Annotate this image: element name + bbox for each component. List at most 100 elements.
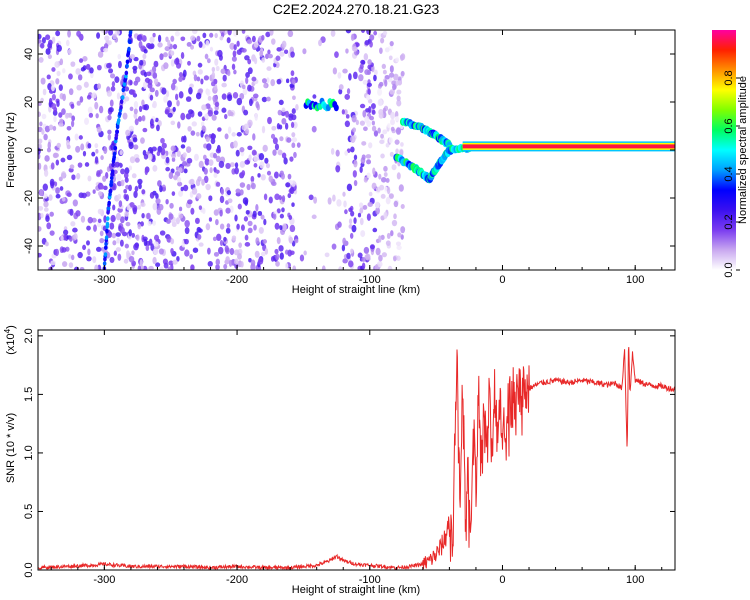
noise-blob: [274, 248, 279, 255]
noise-blob: [138, 183, 142, 190]
noise-blob: [148, 265, 154, 270]
noise-blob: [271, 38, 276, 45]
noise-blob: [40, 77, 46, 85]
noise-blob: [371, 109, 376, 115]
noise-blob: [153, 234, 160, 241]
noise-blob: [344, 209, 348, 215]
noise-blob: [133, 101, 139, 109]
noise-blob: [180, 144, 186, 149]
noise-blob: [215, 219, 219, 226]
noise-blob: [350, 33, 355, 42]
noise-blob: [40, 213, 44, 219]
noise-blob: [196, 35, 201, 42]
noise-blob: [367, 88, 371, 96]
noise-blob: [398, 184, 404, 192]
noise-blob: [359, 202, 364, 209]
noise-blob: [143, 103, 150, 111]
noise-blob: [213, 152, 217, 159]
noise-blob: [260, 174, 266, 181]
snr-x-ticks: -300 -200 -100 0 100: [50, 330, 663, 586]
noise-blob: [232, 92, 239, 99]
noise-blob: [147, 221, 152, 227]
noise-blob: [38, 57, 44, 63]
noise-blob: [198, 88, 204, 94]
noise-blob: [104, 35, 110, 41]
x-tick-label: 100: [626, 574, 644, 586]
noise-blob: [165, 218, 171, 224]
noise-blob: [188, 109, 194, 115]
noise-blob: [134, 118, 139, 126]
noise-blob: [384, 74, 390, 80]
noise-blob: [233, 140, 238, 148]
noise-blob: [366, 159, 372, 165]
noise-blob: [82, 244, 87, 251]
colorbar-tick-label: 0.6: [723, 118, 735, 133]
noise-blob: [124, 211, 130, 217]
noise-blob: [95, 148, 99, 154]
noise-blob: [269, 30, 274, 36]
noise-blob: [341, 109, 345, 115]
noise-blob: [388, 193, 394, 199]
noise-blob: [66, 144, 71, 150]
noise-blob: [144, 77, 151, 84]
noise-blob: [198, 242, 204, 247]
noise-blob: [396, 172, 401, 180]
noise-blob: [311, 214, 317, 220]
noise-blob: [178, 91, 184, 99]
noise-blob: [294, 238, 299, 244]
noise-blob: [62, 93, 66, 102]
noise-blob: [54, 248, 59, 257]
noise-blob: [131, 173, 137, 179]
noise-blob: [156, 124, 160, 132]
noise-blob: [128, 229, 132, 237]
noise-blob: [94, 156, 99, 164]
noise-blob: [248, 258, 252, 263]
noise-blob: [94, 143, 99, 149]
noise-blob: [351, 224, 357, 233]
noise-blob: [161, 142, 167, 149]
noise-blob: [214, 101, 220, 108]
noise-blob: [43, 193, 48, 199]
noise-blob: [56, 100, 60, 107]
noise-blob: [41, 113, 47, 120]
noise-blob: [112, 240, 117, 246]
noise-blob: [58, 112, 63, 118]
noise-blob: [155, 117, 159, 123]
noise-blob: [207, 261, 213, 267]
noise-blob: [184, 227, 190, 235]
noise-blob: [281, 207, 285, 213]
noise-blob: [175, 217, 180, 225]
noise-blob: [51, 84, 55, 92]
noise-blob: [71, 120, 75, 128]
noise-blob: [228, 259, 233, 267]
noise-blob: [237, 203, 242, 210]
noise-blob: [391, 164, 397, 171]
noise-blob: [247, 67, 253, 75]
noise-blob: [312, 94, 317, 99]
noise-blob: [211, 114, 217, 121]
noise-blob: [38, 162, 42, 170]
noise-blob: [165, 199, 169, 205]
noise-blob: [180, 186, 184, 192]
noise-blob: [142, 53, 147, 60]
noise-blob: [358, 74, 364, 82]
noise-blob: [219, 195, 225, 204]
noise-blob: [131, 232, 136, 238]
noise-blob: [259, 50, 264, 58]
x-tick-label: -100: [359, 274, 381, 286]
noise-blob: [110, 214, 116, 223]
track-mark: [106, 205, 111, 211]
noise-blob: [253, 154, 259, 162]
noise-blob: [383, 172, 388, 177]
noise-blob: [363, 246, 370, 254]
noise-blob: [143, 238, 148, 247]
noise-blob: [209, 32, 214, 38]
noise-blob: [96, 170, 101, 177]
noise-blob: [353, 159, 358, 168]
noise-blob: [38, 147, 41, 155]
noise-blob: [248, 154, 252, 161]
noise-blob: [361, 59, 366, 65]
y-tick-label: -40: [23, 238, 35, 254]
noise-blob: [82, 150, 87, 157]
noise-blob: [170, 82, 176, 91]
